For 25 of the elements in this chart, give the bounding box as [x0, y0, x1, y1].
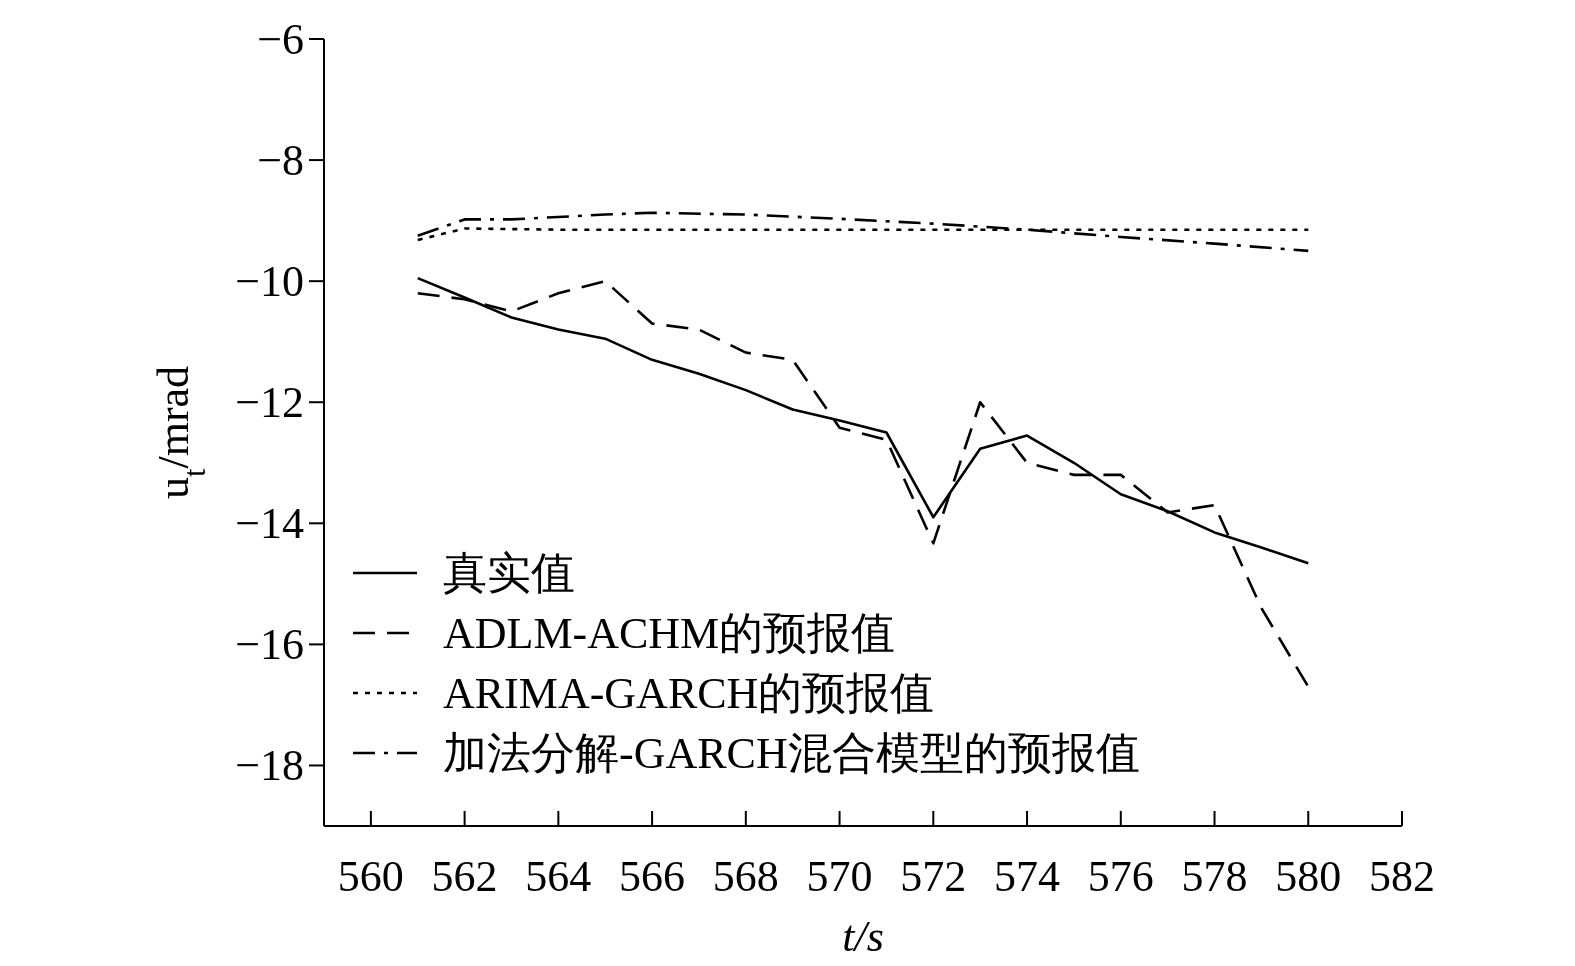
y-tick-label: −16: [235, 620, 304, 670]
y-tick-label: −18: [235, 741, 304, 791]
x-tick-label: 564: [525, 852, 592, 901]
x-axis-title: t/s: [842, 912, 884, 961]
y-tick-label: −12: [235, 378, 304, 428]
x-tick-label: 574: [994, 852, 1061, 901]
legend-label: ARIMA-GARCH的预报值: [443, 669, 935, 718]
x-tick-label: 566: [619, 852, 686, 901]
y-tick-label: −14: [235, 499, 304, 549]
x-tick-label: 572: [900, 852, 967, 901]
legend-label: ADLM-ACHM的预报值: [443, 609, 896, 658]
x-tick-label: 570: [806, 852, 873, 901]
x-tick-label: 576: [1087, 852, 1154, 901]
line-series: [416, 211, 1310, 253]
legend-label: 加法分解-GARCH混合模型的预报值: [443, 729, 1140, 778]
x-tick-label: 582: [1369, 852, 1435, 901]
x-tick-label: 562: [431, 852, 498, 901]
x-tick-label: 580: [1275, 852, 1342, 901]
legend-label: 真实值: [443, 549, 575, 598]
y-tick-label: −6: [257, 15, 304, 64]
x-tick-label: 568: [712, 852, 779, 901]
y-tick-label: −8: [257, 136, 304, 186]
x-tick-label: 560: [337, 852, 404, 901]
x-tick-label: 578: [1181, 852, 1248, 901]
y-tick-label: −10: [235, 257, 304, 307]
